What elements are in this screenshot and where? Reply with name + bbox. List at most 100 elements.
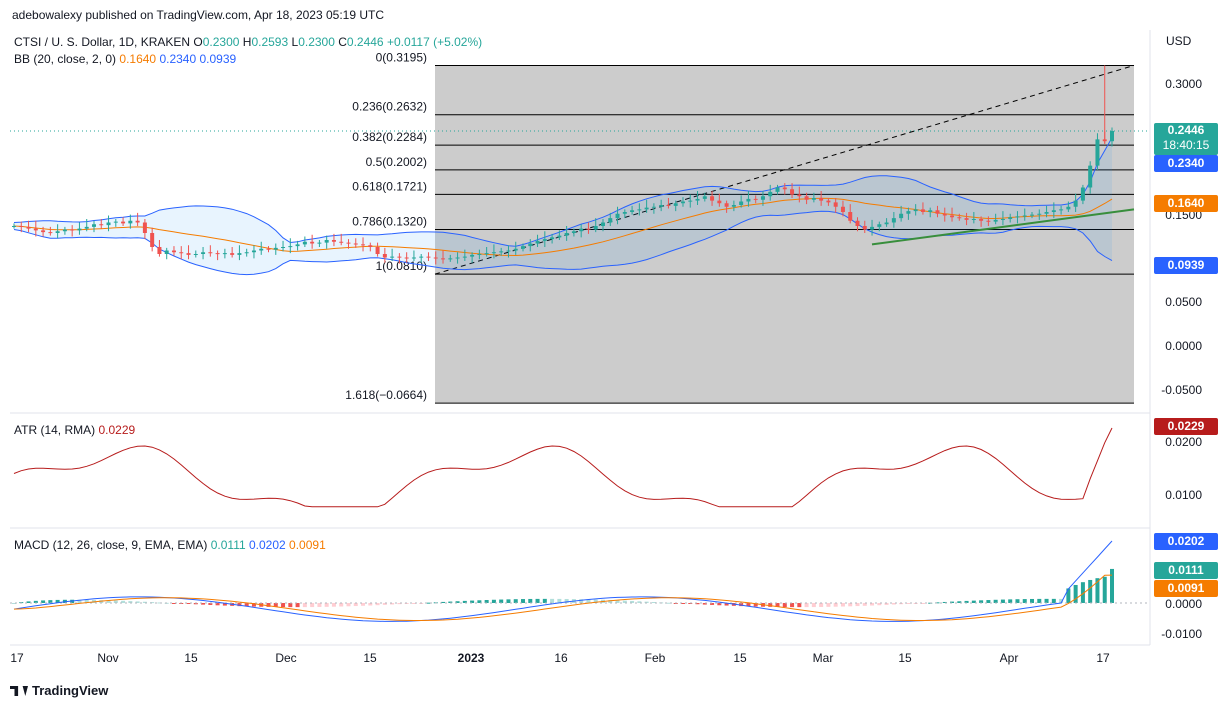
candle-body — [753, 198, 758, 200]
macd-histogram-bar — [1080, 582, 1085, 603]
last-price-tag: 0.2446 18:40:15 — [1154, 123, 1218, 155]
candle-body — [1095, 139, 1100, 166]
fib-level-label: 1.618(−0.0664) — [345, 388, 427, 402]
macd-histogram-bar — [346, 603, 351, 607]
macd-histogram-bar — [426, 602, 431, 604]
macd-histogram-bar — [557, 598, 562, 603]
last-price-value: 0.2446 — [1167, 123, 1205, 137]
macd-histogram-bar — [273, 603, 278, 607]
macd-histogram-bar — [55, 599, 60, 603]
candle-body — [1044, 212, 1049, 214]
close-value: 0.2446 — [346, 35, 384, 49]
macd-legend[interactable]: MACD (12, 26, close, 9, EMA, EMA) 0.0111… — [14, 538, 326, 552]
candle-body — [135, 220, 140, 223]
candle-body — [77, 228, 82, 231]
currency-label: USD — [1166, 34, 1192, 48]
candle-body — [702, 196, 707, 199]
x-axis-label: 15 — [898, 651, 912, 665]
macd-histogram-bar — [782, 603, 787, 608]
candle-body — [448, 258, 453, 260]
candle-body — [186, 253, 191, 255]
macd-histogram-bar — [33, 600, 38, 603]
open-value: 0.2300 — [202, 35, 240, 49]
fib-trend-line — [434, 64, 1135, 275]
candle-body — [331, 240, 336, 242]
candle-body — [215, 253, 220, 255]
tradingview-brand-text: TradingView — [32, 683, 109, 698]
candle-body — [48, 232, 53, 234]
candle-body — [171, 250, 176, 253]
candle-body — [971, 219, 976, 220]
candle-body — [288, 246, 293, 248]
bar-countdown: 18:40:15 — [1162, 138, 1210, 152]
candle-body — [586, 228, 591, 230]
low-value: 0.2300 — [298, 35, 335, 49]
macd-histogram-bar — [1102, 576, 1107, 603]
macd-histogram-bar — [666, 602, 671, 604]
candle-body — [724, 203, 729, 207]
candle-body — [891, 218, 896, 223]
macd-histogram-bar — [397, 603, 402, 605]
fib-level-label: 0.236(0.2632) — [352, 100, 427, 114]
macd-histogram-bar — [768, 603, 773, 607]
close-label: C — [338, 35, 347, 49]
candle-body — [884, 222, 889, 225]
macd-histogram-bar — [942, 601, 947, 603]
macd-histogram-bar — [833, 603, 838, 607]
candle-body — [840, 206, 845, 212]
macd-histogram-bar — [142, 601, 147, 603]
candle-body — [484, 253, 489, 255]
macd-histogram-bar — [113, 600, 118, 603]
macd-histogram-bar — [477, 600, 482, 603]
macd-histogram-bar — [506, 599, 511, 603]
candle-body — [237, 253, 242, 255]
candle-body — [680, 201, 685, 204]
candle-body — [70, 229, 75, 231]
macd-histogram-bar — [106, 600, 111, 603]
macd-histogram-bar — [193, 603, 198, 605]
candle-body — [986, 220, 991, 222]
candle-body — [179, 252, 184, 254]
macd-histogram-bar — [470, 600, 475, 603]
candle-body — [1073, 200, 1078, 207]
bb-upper-line — [13, 137, 1113, 247]
atr-label: ATR (14, RMA) — [14, 423, 96, 437]
macd-histogram-bar — [281, 603, 286, 608]
fib-level-label: 0.618(0.1721) — [352, 179, 427, 193]
atr-legend[interactable]: ATR (14, RMA) 0.0229 — [14, 423, 135, 437]
macd-tick: 0.0000 — [1165, 597, 1202, 611]
tradingview-brand[interactable]: TradingView — [10, 683, 108, 698]
candle-body — [26, 226, 31, 229]
macd-histogram-bar — [302, 603, 307, 608]
candle-body — [419, 256, 424, 258]
candle-body — [1015, 216, 1020, 218]
publisher-line: adebowalexy published on TradingView.com… — [12, 8, 385, 22]
macd-signal-line — [13, 574, 1113, 621]
fib-level-label: 0(0.3195) — [376, 50, 427, 64]
macd-histogram-bar — [746, 603, 751, 607]
candle-body — [1088, 165, 1093, 188]
candle-body — [382, 254, 387, 258]
macd-histogram-bar — [957, 601, 962, 603]
candle-body — [121, 221, 126, 224]
macd-tick: -0.0100 — [1161, 627, 1202, 641]
candle-body — [455, 257, 460, 259]
macd-histogram-bar — [368, 603, 373, 606]
candle-body — [659, 205, 664, 207]
symbol-name[interactable]: CTSI / U. S. Dollar, 1D, KRAKEN — [14, 35, 191, 49]
bb-legend[interactable]: BB (20, close, 2, 0) 0.1640 0.2340 0.093… — [14, 52, 236, 66]
candle-body — [1051, 210, 1056, 212]
macd-histogram-bar — [208, 603, 213, 605]
macd-histogram-bar — [1051, 598, 1056, 603]
macd-histogram-bar — [680, 603, 685, 604]
candle-body — [113, 221, 118, 223]
macd-histogram-bar — [724, 603, 729, 606]
x-axis-label: 15 — [733, 651, 747, 665]
macd-histogram-bar — [150, 602, 155, 604]
candle-body — [302, 241, 307, 245]
macd-histogram-bar — [855, 603, 860, 607]
x-axis-label: Nov — [97, 651, 119, 665]
candle-body — [899, 213, 904, 219]
candle-body — [797, 194, 802, 197]
